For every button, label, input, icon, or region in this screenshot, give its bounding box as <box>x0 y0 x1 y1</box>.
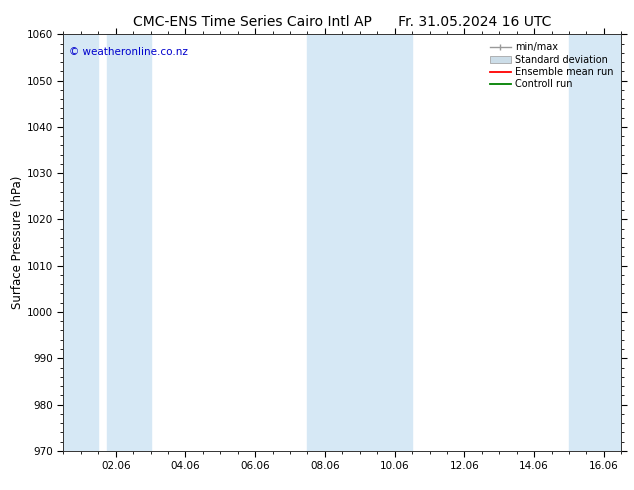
Title: CMC-ENS Time Series Cairo Intl AP      Fr. 31.05.2024 16 UTC: CMC-ENS Time Series Cairo Intl AP Fr. 31… <box>133 15 552 29</box>
Bar <box>342 34 412 451</box>
Text: © weatheronline.co.nz: © weatheronline.co.nz <box>69 47 188 57</box>
Bar <box>107 34 150 451</box>
Bar <box>63 34 98 451</box>
Y-axis label: Surface Pressure (hPa): Surface Pressure (hPa) <box>11 176 24 309</box>
Bar <box>569 34 621 451</box>
Legend: min/max, Standard deviation, Ensemble mean run, Controll run: min/max, Standard deviation, Ensemble me… <box>487 39 616 92</box>
Bar <box>307 34 342 451</box>
